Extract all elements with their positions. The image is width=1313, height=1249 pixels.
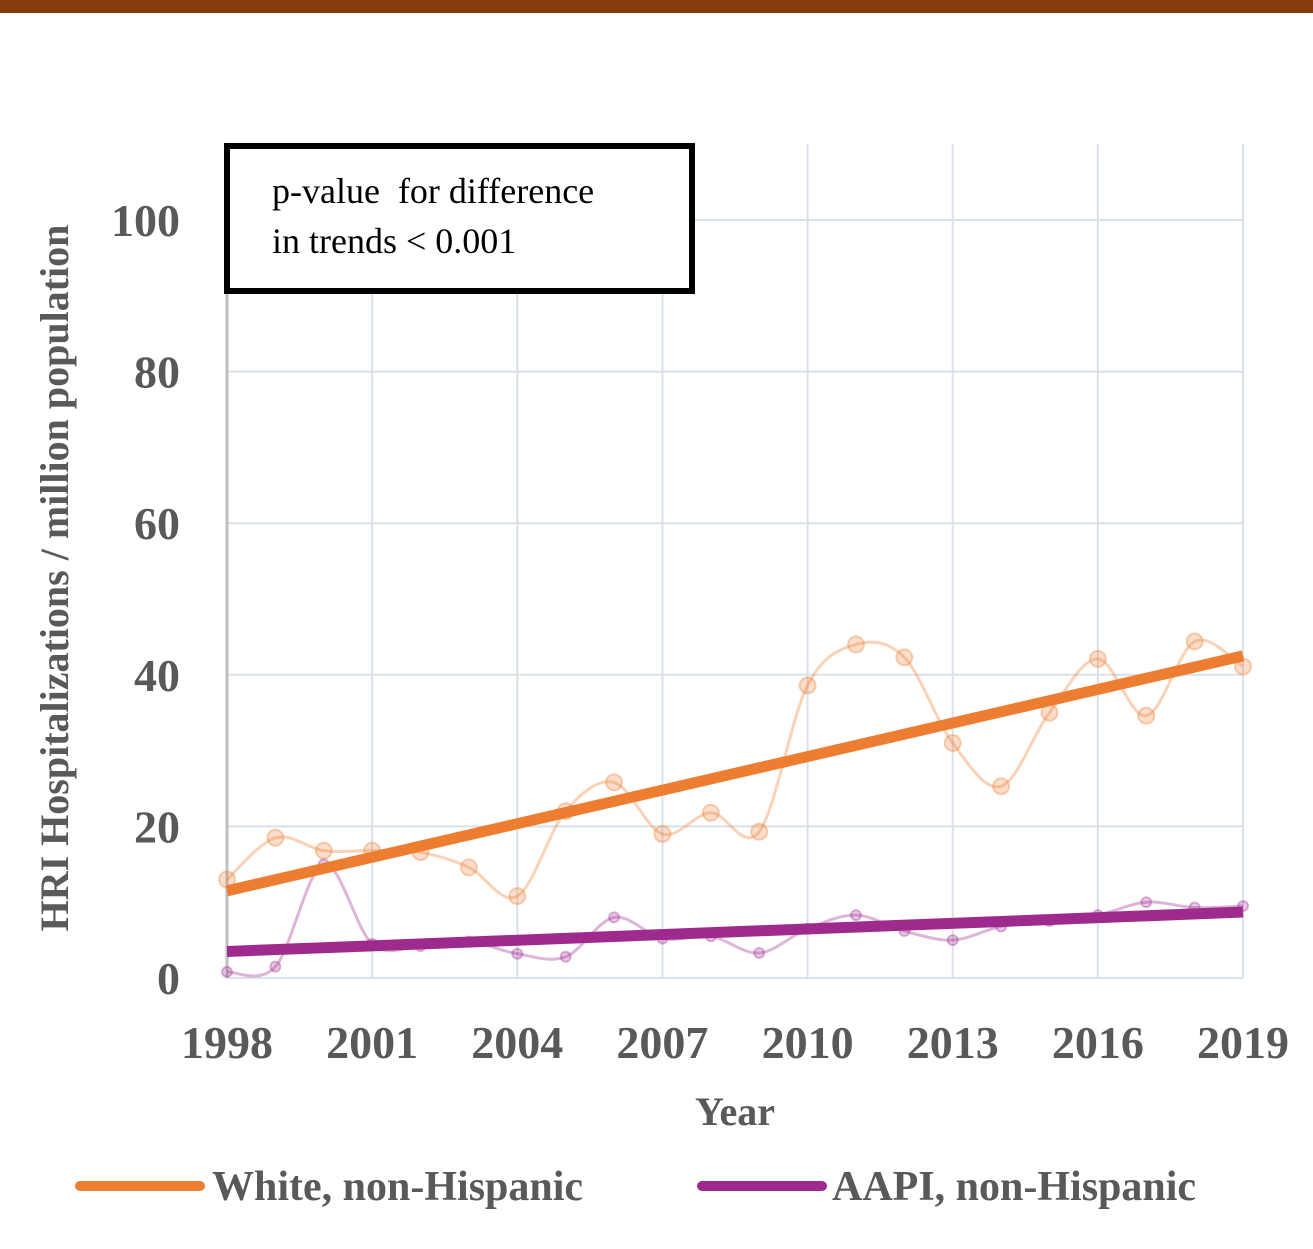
data-point-white — [798, 676, 817, 695]
data-point-aapi — [511, 947, 524, 960]
y-axis-title: HRI Hospitalizations / million populatio… — [32, 225, 77, 932]
data-point-white — [846, 635, 865, 654]
y-tick-label: 100 — [111, 195, 180, 246]
data-point-aapi — [608, 911, 621, 924]
y-tick-label: 20 — [134, 801, 180, 852]
x-tick-label: 1998 — [181, 1017, 273, 1068]
data-point-white — [459, 858, 478, 877]
data-point-white — [701, 803, 720, 822]
gridlines — [226, 144, 1244, 979]
data-point-aapi — [753, 946, 766, 959]
trend-line-aapi — [226, 906, 1244, 957]
legend: White, non-Hispanic AAPI, non-Hispanic — [75, 1164, 1196, 1210]
x-tick-labels: 1998 2001 2004 2007 2010 2013 2016 2019 — [181, 1017, 1289, 1068]
data-point-white — [1185, 632, 1204, 651]
top-accent-bar — [0, 0, 1313, 13]
y-tick-labels: 0 20 40 60 80 100 — [111, 195, 180, 1004]
data-point-white — [314, 841, 333, 860]
data-point-white — [605, 773, 624, 792]
y-tick-label: 80 — [134, 347, 180, 398]
data-point-aapi — [1140, 896, 1153, 909]
x-tick-label: 2001 — [326, 1017, 418, 1068]
data-point-white — [1088, 649, 1107, 668]
data-point-white — [992, 777, 1011, 796]
x-tick-label: 2013 — [907, 1017, 999, 1068]
legend-label-white: White, non-Hispanic — [212, 1164, 583, 1210]
data-point-aapi — [221, 965, 233, 978]
annotation-line-2: in trends < 0.001 — [272, 221, 516, 261]
x-tick-label: 2007 — [616, 1017, 708, 1068]
trend-line-white — [225, 650, 1245, 897]
x-tick-label: 2004 — [471, 1017, 563, 1068]
data-point-white — [943, 734, 962, 753]
annotation-line-1: p-value for difference — [272, 171, 594, 211]
data-point-white — [653, 824, 672, 843]
x-tick-label: 2019 — [1197, 1017, 1289, 1068]
data-point-white — [508, 887, 527, 906]
x-axis-title: Year — [695, 1089, 775, 1134]
y-tick-label: 60 — [134, 498, 180, 549]
y-tick-label: 0 — [157, 953, 180, 1004]
annotation-box: p-value for difference in trends < 0.001 — [224, 143, 695, 294]
data-point-aapi — [849, 909, 862, 922]
data-point-white — [266, 828, 285, 847]
data-point-aapi — [946, 934, 959, 947]
data-point-white — [1137, 706, 1156, 725]
legend-label-aapi: AAPI, non-Hispanic — [832, 1164, 1196, 1210]
x-tick-label: 2016 — [1052, 1017, 1144, 1068]
annotation-border — [224, 143, 695, 294]
x-tick-label: 2010 — [762, 1017, 854, 1068]
data-point-aapi — [559, 950, 572, 963]
series-layer — [218, 632, 1252, 978]
y-tick-label: 40 — [134, 650, 180, 701]
data-point-white — [895, 648, 914, 667]
data-point-white — [750, 822, 769, 841]
data-point-aapi — [269, 960, 282, 973]
